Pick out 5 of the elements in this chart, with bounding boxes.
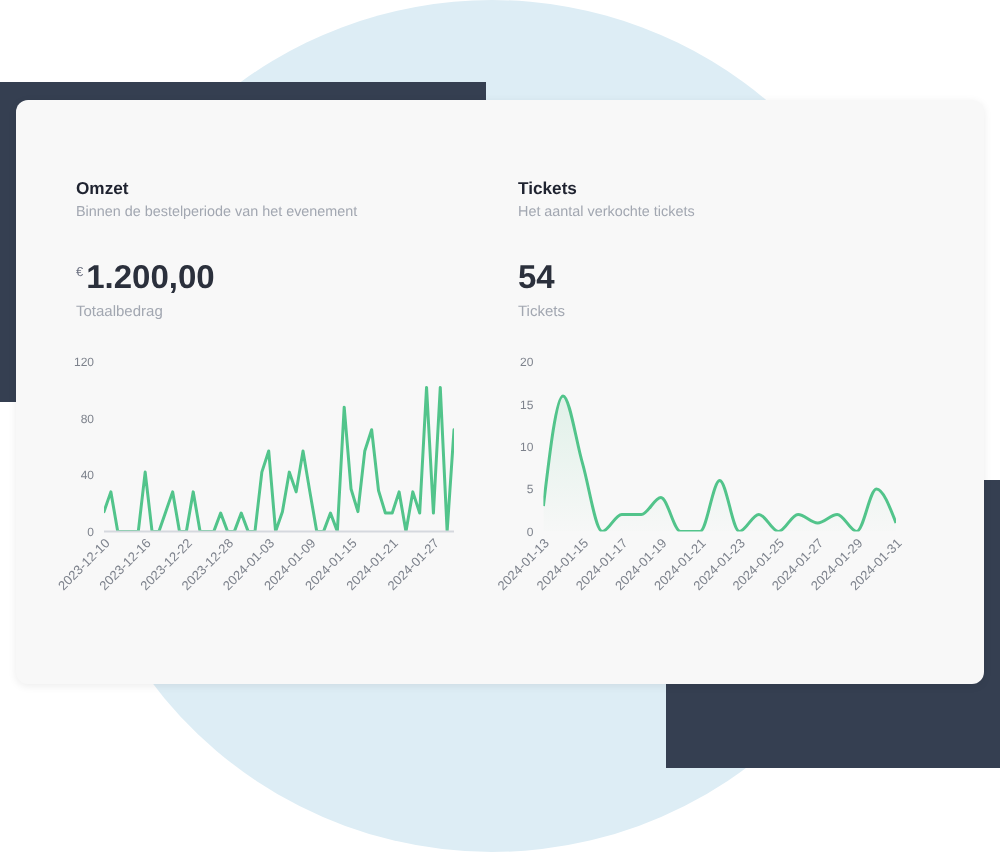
- text: 54: [518, 259, 555, 295]
- chart-title: Tickets: [518, 178, 577, 198]
- chart-title: Omzet: [76, 178, 129, 198]
- text: 1.200,00: [86, 259, 215, 295]
- line-series: [104, 385, 454, 532]
